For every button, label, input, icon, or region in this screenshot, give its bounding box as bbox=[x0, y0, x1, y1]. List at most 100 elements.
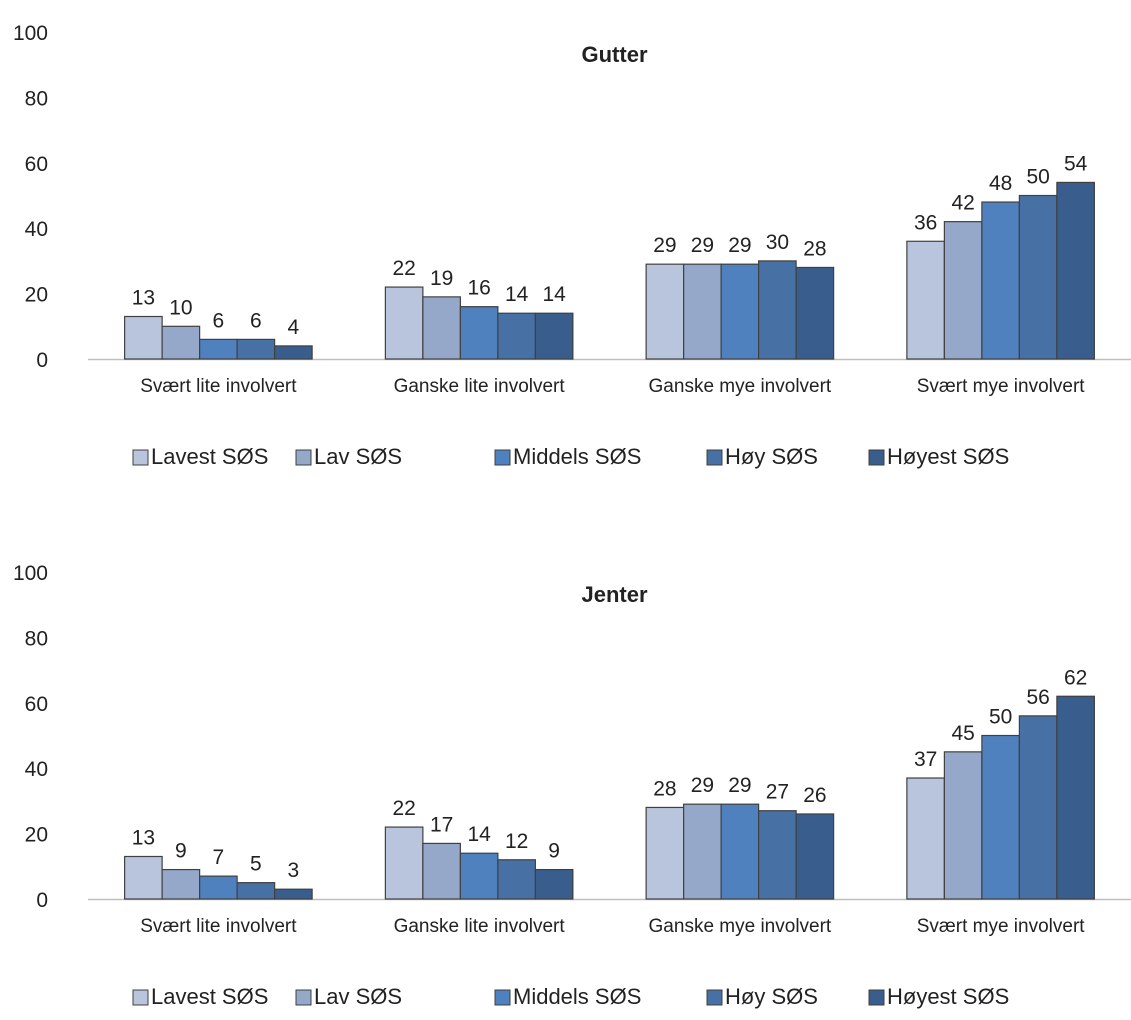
category-label: Ganske mye involvert bbox=[649, 916, 832, 937]
chart-title: Gutter bbox=[582, 42, 648, 67]
data-label: 3 bbox=[288, 859, 300, 882]
legend-swatch bbox=[295, 449, 312, 466]
data-label: 48 bbox=[989, 172, 1012, 195]
y-tick-label: 40 bbox=[25, 218, 48, 241]
data-label: 62 bbox=[1064, 666, 1087, 689]
data-label: 50 bbox=[1026, 166, 1049, 189]
y-tick-label: 0 bbox=[36, 889, 48, 912]
data-label: 28 bbox=[803, 237, 826, 260]
legend-label: Lavest SØS bbox=[151, 984, 268, 1009]
category-label: Svært lite involvert bbox=[140, 916, 297, 937]
bar bbox=[943, 751, 983, 900]
y-tick-label: 0 bbox=[36, 349, 48, 372]
bar bbox=[199, 875, 238, 900]
y-tick-label: 80 bbox=[25, 627, 48, 650]
bar bbox=[795, 813, 835, 900]
data-label: 14 bbox=[505, 283, 529, 306]
legend-label: Middels SØS bbox=[513, 444, 641, 469]
data-label: 12 bbox=[505, 830, 528, 853]
legend-label: Lav SØS bbox=[314, 444, 402, 469]
data-label: 14 bbox=[542, 283, 566, 306]
y-tick-label: 100 bbox=[13, 562, 48, 585]
bar bbox=[459, 852, 499, 900]
legend-swatch bbox=[132, 989, 149, 1006]
legend-label: Lavest SØS bbox=[151, 444, 268, 469]
bar bbox=[795, 266, 835, 360]
bar bbox=[199, 338, 238, 360]
legend-swatch bbox=[132, 449, 149, 466]
data-label: 13 bbox=[132, 286, 155, 309]
data-label: 5 bbox=[250, 853, 262, 876]
chart-title: Jenter bbox=[581, 582, 647, 607]
category-label: Svært mye involvert bbox=[917, 916, 1086, 937]
data-label: 6 bbox=[250, 309, 262, 332]
bar bbox=[459, 306, 499, 360]
bar bbox=[274, 345, 313, 360]
legend-label: Høy SØS bbox=[725, 984, 818, 1009]
data-label: 29 bbox=[728, 234, 751, 257]
bar bbox=[497, 312, 536, 360]
data-label: 22 bbox=[392, 257, 415, 280]
category-label: Ganske mye involvert bbox=[649, 376, 832, 397]
legend-label: Lav SØS bbox=[314, 984, 402, 1009]
data-label: 19 bbox=[430, 267, 453, 290]
category-label: Svært lite involvert bbox=[140, 376, 297, 397]
bar bbox=[124, 855, 163, 900]
data-label: 13 bbox=[132, 826, 155, 849]
y-tick-label: 100 bbox=[13, 22, 48, 45]
bar bbox=[981, 734, 1020, 900]
legend-swatch bbox=[706, 449, 723, 466]
legend-swatch bbox=[494, 449, 511, 466]
bar bbox=[683, 803, 722, 900]
bar bbox=[534, 312, 574, 360]
bar bbox=[943, 221, 983, 360]
data-label: 29 bbox=[728, 774, 751, 797]
y-tick-label: 80 bbox=[25, 87, 48, 110]
data-label: 27 bbox=[766, 781, 789, 804]
bar bbox=[236, 882, 276, 900]
bar bbox=[645, 806, 685, 900]
data-label: 56 bbox=[1026, 686, 1049, 709]
legend-label: Høyest SØS bbox=[887, 444, 1009, 469]
data-label: 9 bbox=[548, 840, 560, 863]
bar bbox=[1018, 194, 1058, 360]
data-label: 54 bbox=[1064, 152, 1088, 175]
legend-label: Middels SØS bbox=[513, 984, 641, 1009]
bar bbox=[758, 810, 797, 900]
bar bbox=[981, 201, 1020, 360]
legend-swatch bbox=[295, 989, 312, 1006]
bar bbox=[683, 263, 722, 360]
data-label: 30 bbox=[766, 231, 789, 254]
bar bbox=[236, 338, 276, 360]
legend-swatch bbox=[868, 449, 885, 466]
y-tick-label: 20 bbox=[25, 284, 48, 307]
legend-label: Høyest SØS bbox=[887, 984, 1009, 1009]
bar bbox=[422, 296, 461, 360]
bar bbox=[161, 325, 201, 360]
bar bbox=[1018, 715, 1058, 900]
data-label: 29 bbox=[653, 234, 676, 257]
bar bbox=[274, 888, 313, 900]
chart-jenter: Jenter 0 20 40 60 80 100 13 9 7 5 3 Svært lite invol… bbox=[13, 562, 1131, 1009]
data-label: 45 bbox=[951, 722, 974, 745]
bar bbox=[906, 777, 945, 900]
bar bbox=[645, 263, 685, 360]
bar bbox=[534, 868, 574, 900]
bar bbox=[906, 240, 945, 360]
bar bbox=[720, 803, 760, 900]
data-label: 16 bbox=[467, 277, 490, 300]
legend-swatch bbox=[494, 989, 511, 1006]
data-label: 37 bbox=[914, 748, 937, 771]
data-label: 26 bbox=[803, 784, 826, 807]
data-label: 9 bbox=[175, 840, 187, 863]
bar bbox=[497, 859, 536, 900]
bar bbox=[1056, 181, 1095, 360]
bar bbox=[422, 842, 461, 900]
data-label: 28 bbox=[653, 777, 676, 800]
y-tick-label: 60 bbox=[25, 153, 48, 176]
data-label: 6 bbox=[213, 309, 225, 332]
category-label: Svært mye involvert bbox=[917, 376, 1086, 397]
data-label: 17 bbox=[430, 813, 453, 836]
legend-swatch bbox=[706, 989, 723, 1006]
